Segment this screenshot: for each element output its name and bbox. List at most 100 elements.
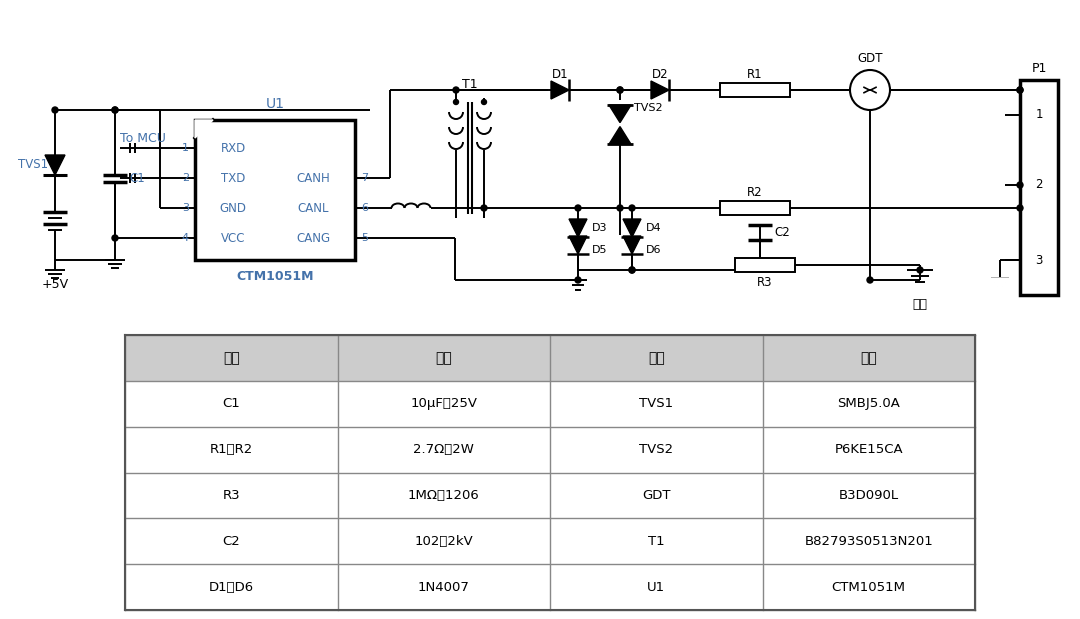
Bar [550, 518, 762, 564]
Text: 大地: 大地 [913, 298, 928, 311]
Text: CANG: CANG [296, 232, 330, 245]
Text: D5: D5 [592, 245, 608, 255]
Text: D1: D1 [552, 67, 568, 80]
Text: T1: T1 [462, 77, 477, 90]
Circle shape [629, 267, 635, 273]
Circle shape [1017, 205, 1023, 211]
Text: R1: R1 [747, 67, 762, 80]
Bar [762, 518, 975, 564]
Circle shape [112, 235, 118, 241]
Text: TVS2: TVS2 [634, 103, 662, 113]
Text: C1: C1 [130, 171, 145, 184]
Text: 型号: 型号 [861, 351, 877, 365]
Text: TVS1: TVS1 [18, 158, 49, 171]
Text: R3: R3 [222, 489, 240, 502]
Bar [125, 472, 337, 518]
Text: 3: 3 [1036, 254, 1042, 267]
Bar [337, 472, 550, 518]
Polygon shape [551, 81, 569, 99]
Circle shape [1017, 87, 1023, 93]
Text: B82793S0513N201: B82793S0513N201 [805, 535, 933, 548]
Polygon shape [609, 127, 631, 144]
Bar [125, 518, 337, 564]
Circle shape [617, 87, 623, 93]
Text: GND: GND [219, 202, 246, 215]
Circle shape [482, 100, 486, 105]
Text: TVS1: TVS1 [639, 397, 673, 410]
Text: To MCU: To MCU [120, 131, 166, 144]
Bar [125, 381, 337, 426]
Text: D3: D3 [592, 223, 608, 233]
Polygon shape [991, 278, 1009, 290]
Text: +5V: +5V [41, 279, 68, 292]
Bar [337, 518, 550, 564]
Circle shape [52, 107, 58, 113]
Text: C2: C2 [774, 226, 789, 239]
Bar [550, 426, 762, 472]
Text: B3D090L: B3D090L [839, 489, 899, 502]
Text: P6KE15CA: P6KE15CA [835, 443, 903, 456]
Polygon shape [651, 81, 669, 99]
Text: SMBJ5.0A: SMBJ5.0A [837, 397, 901, 410]
Bar [720, 201, 789, 215]
Text: CTM1051M: CTM1051M [237, 269, 314, 282]
Text: 102，2kV: 102，2kV [415, 535, 473, 548]
Bar [550, 472, 762, 518]
Text: 2: 2 [181, 173, 189, 183]
Bar [762, 426, 975, 472]
Text: D4: D4 [646, 223, 662, 233]
Bar [195, 120, 355, 260]
Bar [550, 381, 762, 426]
Text: R2: R2 [747, 186, 762, 199]
Bar [762, 564, 975, 610]
Text: CANH: CANH [296, 171, 329, 184]
Text: GDT: GDT [858, 51, 882, 64]
Polygon shape [609, 105, 631, 123]
Circle shape [575, 205, 581, 211]
Polygon shape [569, 219, 588, 237]
Polygon shape [623, 236, 642, 254]
Polygon shape [623, 219, 642, 237]
Polygon shape [569, 236, 588, 254]
Circle shape [629, 267, 635, 273]
Text: 6: 6 [361, 203, 368, 213]
Bar [762, 335, 975, 381]
Circle shape [112, 107, 118, 113]
Text: 标号: 标号 [648, 351, 664, 365]
Text: C2: C2 [222, 535, 240, 548]
Circle shape [867, 277, 873, 283]
Text: RXD: RXD [220, 142, 245, 155]
Text: 2.7Ω，2W: 2.7Ω，2W [414, 443, 474, 456]
Circle shape [575, 277, 581, 283]
Circle shape [481, 205, 487, 211]
Text: 1MΩ，1206: 1MΩ，1206 [408, 489, 480, 502]
Circle shape [629, 205, 635, 211]
Bar [337, 335, 550, 381]
Text: T1: T1 [648, 535, 664, 548]
Circle shape [917, 267, 923, 273]
Text: R3: R3 [757, 277, 773, 290]
Bar [720, 83, 789, 97]
Bar [550, 564, 762, 610]
Circle shape [617, 205, 623, 211]
Bar [125, 335, 337, 381]
Text: C1: C1 [222, 397, 240, 410]
Text: CANL: CANL [297, 202, 328, 215]
Text: 3: 3 [183, 203, 189, 213]
Text: 型号: 型号 [435, 351, 453, 365]
Text: 5: 5 [361, 233, 368, 243]
Text: P1: P1 [1031, 61, 1047, 74]
Bar [1020, 80, 1058, 295]
Text: 1: 1 [183, 143, 189, 153]
Circle shape [454, 100, 459, 105]
Bar [337, 426, 550, 472]
Text: GDT: GDT [642, 489, 671, 502]
Circle shape [1017, 182, 1023, 188]
Circle shape [1017, 87, 1023, 93]
Text: TVS2: TVS2 [639, 443, 673, 456]
Text: D1～D6: D1～D6 [208, 581, 254, 594]
Text: 10μF，25V: 10μF，25V [410, 397, 477, 410]
Bar [337, 564, 550, 610]
Text: D2: D2 [651, 67, 669, 80]
Polygon shape [45, 155, 65, 175]
